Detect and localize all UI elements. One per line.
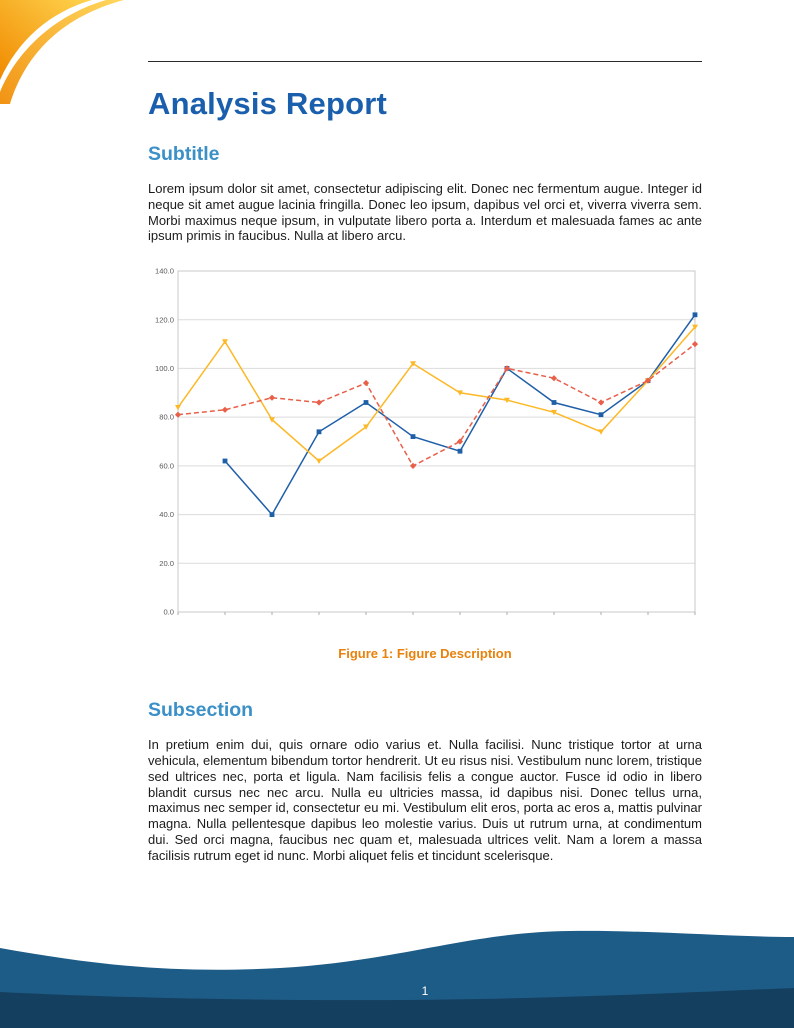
- corner-swoosh-decoration: [0, 0, 124, 104]
- svg-text:100.0: 100.0: [155, 364, 174, 373]
- paragraph-subsection: In pretium enim dui, quis ornare odio va…: [148, 737, 702, 863]
- footer-wave-svg: [0, 930, 794, 1028]
- series-red-line: [177, 343, 696, 468]
- series-blue-markers: [222, 312, 698, 518]
- svg-text:140.0: 140.0: [155, 267, 174, 276]
- header-rule: [148, 61, 702, 62]
- content-column: Analysis Report Subtitle Lorem ipsum dol…: [148, 0, 702, 864]
- series-red-markers: [174, 341, 699, 470]
- figure-1: 0.0 20.0 40.0 60.0 80.0 100.0 120.0 140.0 Figur…: [148, 262, 702, 661]
- figure-chart-svg: 0.0 20.0 40.0 60.0 80.0 100.0 120.0 140.0: [155, 267, 699, 617]
- svg-text:20.0: 20.0: [159, 559, 174, 568]
- corner-swoosh-main-shape: [0, 0, 92, 80]
- svg-text:60.0: 60.0: [159, 462, 174, 471]
- series-blue-line: [224, 314, 696, 517]
- figure-caption-label: Figure 1:: [338, 646, 394, 662]
- section-heading-subtitle: Subtitle: [148, 143, 220, 165]
- page-number: 1: [421, 984, 429, 998]
- svg-text:40.0: 40.0: [159, 510, 174, 519]
- svg-text:0.0: 0.0: [163, 608, 174, 617]
- footer-wave-dark-band: [0, 988, 794, 1028]
- footer-wave: 1: [0, 928, 794, 1028]
- series-yellow-markers: [175, 324, 698, 465]
- figure-caption-text: Figure Description: [396, 646, 512, 662]
- section-heading-subsection: Subsection: [148, 699, 254, 722]
- svg-text:120.0: 120.0: [155, 315, 174, 324]
- page-title: Analysis Report: [148, 86, 388, 121]
- line-chart: 0.0 20.0 40.0 60.0 80.0 100.0 120.0 140.0: [148, 262, 702, 618]
- figure-caption: Figure 1: Figure Description: [148, 646, 702, 661]
- series-yellow-line: [177, 326, 696, 463]
- corner-swoosh-crescent-shape: [0, 0, 124, 104]
- svg-text:80.0: 80.0: [159, 413, 174, 422]
- paragraph-subtitle: Lorem ipsum dolor sit amet, consectetur …: [148, 181, 702, 244]
